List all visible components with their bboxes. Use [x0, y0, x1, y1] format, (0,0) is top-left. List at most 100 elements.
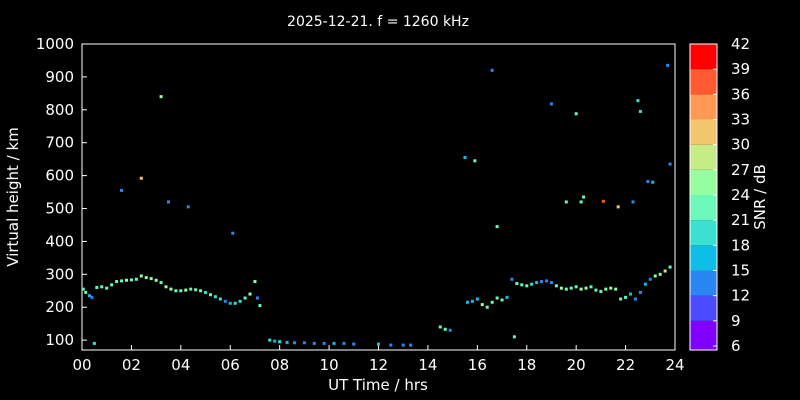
data-point [322, 341, 326, 345]
data-point [448, 328, 452, 332]
colorbar-tick-label: 12 [731, 287, 750, 305]
colorbar-band [690, 220, 717, 246]
data-point [624, 295, 628, 299]
data-point [401, 343, 405, 347]
data-point [233, 301, 237, 305]
data-point [95, 285, 99, 289]
data-point [409, 343, 413, 347]
colorbar-tick-label: 42 [731, 35, 750, 53]
data-point [495, 296, 499, 300]
data-point [166, 200, 170, 204]
data-point [139, 176, 143, 180]
colorbar-band [690, 295, 717, 321]
data-point [668, 162, 672, 166]
data-point [228, 301, 232, 305]
data-point [569, 286, 573, 290]
data-point [223, 299, 227, 303]
x-tick-label: 16 [468, 356, 487, 374]
data-point [589, 285, 593, 289]
data-point [231, 231, 235, 235]
colorbar-tick-label: 18 [731, 236, 750, 254]
data-point [554, 284, 558, 288]
data-point [302, 341, 306, 345]
data-point [124, 278, 128, 282]
x-tick-label: 02 [122, 356, 141, 374]
data-point [443, 327, 447, 331]
x-tick-label: 00 [72, 356, 91, 374]
colorbar-tick-label: 6 [731, 337, 741, 355]
x-tick-label: 08 [270, 356, 289, 374]
data-point [332, 341, 336, 345]
data-point [559, 286, 563, 290]
data-point [658, 272, 662, 276]
data-point [129, 278, 133, 282]
data-point [463, 156, 467, 160]
data-point [278, 340, 282, 344]
data-point [120, 188, 124, 192]
data-point [134, 277, 138, 281]
data-point [614, 287, 618, 291]
colorbar-band [690, 144, 717, 170]
colorbar-tick-label: 27 [731, 161, 750, 179]
data-point [169, 287, 173, 291]
data-point [646, 180, 650, 184]
colorbar-band [690, 94, 717, 120]
data-point [87, 294, 91, 298]
y-axis-label: Virtual height / km [4, 127, 22, 266]
x-tick-label: 24 [665, 356, 684, 374]
data-point [174, 289, 178, 293]
colorbar-band [690, 44, 717, 70]
data-point [668, 265, 672, 269]
plot-frame [81, 43, 676, 351]
data-point [579, 200, 583, 204]
data-point [594, 288, 598, 292]
data-point [663, 269, 667, 273]
data-point [485, 305, 489, 309]
data-point [149, 277, 153, 281]
data-point [243, 296, 247, 300]
y-tick-label: 900 [45, 68, 74, 86]
data-point [253, 280, 257, 284]
data-point [255, 296, 259, 300]
data-point [312, 341, 316, 345]
data-point [584, 286, 588, 290]
y-tick-label: 300 [45, 265, 74, 283]
data-point [515, 282, 519, 286]
data-point [520, 283, 524, 287]
data-point [609, 286, 613, 290]
colorbar-band [690, 270, 717, 296]
data-point [100, 285, 104, 289]
data-point [258, 304, 262, 308]
data-point [579, 287, 583, 291]
data-point [653, 274, 657, 278]
data-point [540, 280, 544, 284]
x-tick-label: 04 [171, 356, 190, 374]
data-point [666, 63, 670, 67]
colorbar-tick-label: 24 [731, 186, 750, 204]
data-point [564, 287, 568, 291]
x-tick-label: 10 [320, 356, 339, 374]
y-tick-label: 500 [45, 200, 74, 218]
data-point [218, 297, 222, 301]
data-point [475, 297, 479, 301]
chart-title: 2025-12-21. f = 1260 kHz [287, 14, 469, 30]
data-point [184, 288, 188, 292]
data-point [636, 99, 640, 103]
colorbar-band [690, 245, 717, 271]
data-point [199, 289, 203, 293]
colorbar-band [690, 169, 717, 195]
data-point [208, 293, 212, 297]
y-tick-label: 700 [45, 134, 74, 152]
colorbar-tick-label: 9 [731, 312, 741, 330]
data-point [285, 340, 289, 344]
colorbar-tick-label: 15 [731, 262, 750, 280]
data-point [619, 297, 623, 301]
data-point [238, 299, 242, 303]
data-point [564, 200, 568, 204]
colorbar-band [690, 119, 717, 145]
data-point [643, 282, 647, 286]
data-point [186, 205, 190, 209]
colorbar-label: SNR / dB [751, 164, 769, 230]
